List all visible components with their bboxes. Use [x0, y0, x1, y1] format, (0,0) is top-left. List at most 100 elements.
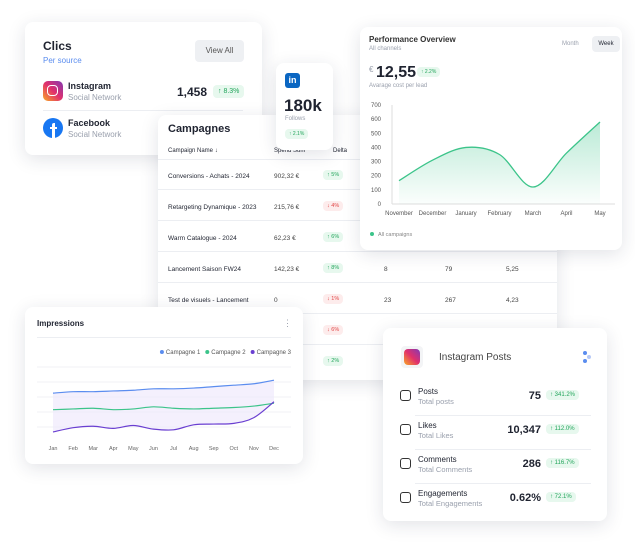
delta: ↑ 2.1% [285, 129, 309, 139]
x-tick-label: December [419, 211, 447, 217]
linkedin-logo: in [285, 73, 300, 88]
performance-chart: 0 100 200 300 400 500 600 700 November December Ja… [370, 103, 615, 238]
x-tick-label: Dec [269, 446, 279, 452]
divider [37, 337, 291, 338]
title: Impressions [37, 319, 85, 328]
metric-sublabel: Total Engagements [418, 499, 483, 508]
campaign-name: Test de visuels - Lancement [168, 297, 249, 304]
metric-value: 10,347 [507, 424, 541, 436]
linkedin-card: in 180k Follows ↑ 2.1% [276, 63, 333, 150]
source-value: 1,458 [177, 85, 208, 99]
y-tick-label: 500 [371, 131, 382, 137]
divider [158, 159, 557, 160]
menu-dot [583, 351, 587, 355]
menu[interactable]: ⋮ [283, 318, 292, 328]
metric-label: Comments [418, 455, 457, 464]
cell: 4,23 [506, 297, 519, 304]
delta: ↑ 8% [323, 263, 344, 273]
divider [158, 313, 557, 314]
x-tick-label: May [594, 211, 605, 217]
metric-icon [400, 390, 411, 401]
menu-dot [583, 359, 587, 363]
facebook-icon [43, 118, 63, 138]
value: 12,55 [376, 64, 417, 81]
x-tick-label: January [455, 211, 476, 217]
delta: ↑ 2.2% [417, 67, 441, 77]
divider [415, 449, 591, 450]
x-tick-label: Aug [189, 446, 199, 452]
source-name: Facebook [68, 118, 111, 128]
legend-label: Campagne 3 [257, 350, 292, 356]
x-tick-label: March [525, 211, 542, 217]
metric-label: Posts [418, 387, 439, 396]
y-tick-label: 200 [371, 174, 382, 180]
column-header: Spend Sum [274, 148, 306, 154]
title: Clics [43, 39, 72, 53]
instagram-icon [401, 346, 423, 368]
subtitle: All channels [369, 46, 402, 52]
label: Follows [285, 116, 306, 122]
spend: 142,23 € [274, 266, 300, 273]
delta: ↑ 5% [323, 170, 344, 180]
y-tick-label: 0 [378, 202, 382, 208]
source-name: Instagram [68, 81, 112, 91]
delta: ↑ 6% [323, 232, 344, 242]
divider [415, 415, 591, 416]
column-header: Campaign Name ↓ [168, 148, 218, 154]
cell: 79 [445, 266, 453, 273]
spend: 902,32 € [274, 173, 300, 180]
x-tick-label: Sep [209, 446, 219, 452]
area [399, 121, 600, 204]
title: Instagram Posts [439, 352, 512, 363]
metric-label: Likes [418, 421, 437, 430]
x-tick-label: Apr [109, 446, 118, 452]
cell: 5,25 [506, 266, 519, 273]
metric-label: Engagements [418, 489, 468, 498]
delta: ↑ 116.7% [546, 458, 579, 468]
legend-dot [205, 350, 210, 354]
metric-value: 75 [528, 390, 541, 402]
divider [158, 344, 557, 345]
y-tick-label: 100 [371, 188, 382, 194]
tab-active[interactable]: Week [592, 36, 620, 52]
delta: ↑ 112.0% [546, 424, 579, 434]
delta: ↑ 72.1% [546, 492, 576, 502]
title: Campagnes [168, 123, 231, 135]
value: 180k [284, 96, 322, 115]
campaign-name: Conversions - Achats - 2024 [168, 173, 250, 180]
x-tick-label: April [560, 211, 572, 217]
metric-value: 0.62% [509, 492, 541, 504]
legend-dot [370, 232, 374, 236]
column-header: Delta [333, 148, 348, 154]
legend-label: Campagne 2 [211, 350, 246, 356]
campaign-name: Retargeting Dynamique - 2023 [168, 204, 257, 211]
legend-label: All campaigns [378, 232, 412, 238]
legend-dot [250, 350, 255, 354]
impressions-chart: Campagne 3 Campagne 2 Campagne 1 Jan Feb Mar A… [37, 350, 292, 452]
currency: € [369, 65, 374, 74]
impressions-card: Impressions ⋮ Campagne 3 Campagne 2 Campag… [25, 307, 303, 464]
campaign-name: Warm Catalogue - 2024 [168, 235, 237, 242]
delta: ↑ 8.3% [213, 85, 245, 98]
divider [158, 282, 557, 283]
subtitle: Per source [43, 56, 82, 65]
divider [415, 483, 591, 484]
metric-sublabel: Total posts [418, 397, 454, 406]
band [53, 380, 274, 432]
spend: 0 [274, 297, 278, 304]
metric-icon [400, 492, 411, 503]
clics-card: Clics Per source View All Instagram Soci… [25, 22, 262, 155]
view-all-button[interactable]: View All [195, 40, 244, 62]
performance-card: Performance Overview All channels Month … [360, 27, 622, 250]
legend-dot [159, 350, 164, 354]
y-tick-label: 600 [371, 117, 382, 123]
line [398, 121, 601, 188]
x-tick-label: Nov [249, 446, 259, 452]
metric-icon [400, 424, 411, 435]
menu-dot [587, 355, 591, 359]
legend-label: Campagne 1 [166, 350, 201, 356]
tab[interactable]: Month [562, 41, 579, 47]
caption: Avarage cost per lead [369, 83, 428, 89]
delta: ↓ 4% [323, 201, 344, 211]
